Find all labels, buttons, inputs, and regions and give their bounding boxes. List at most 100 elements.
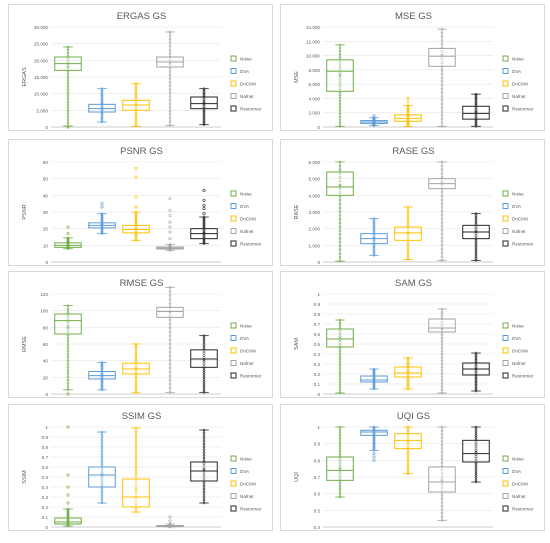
data-point [168,84,172,88]
data-point [100,93,104,97]
data-point [66,54,70,58]
data-point [202,428,206,432]
data-point [338,487,342,491]
data-point [440,39,444,42]
data-point [168,326,172,330]
data-point [474,379,478,383]
box-dva: × [88,360,116,392]
data-point [372,237,376,240]
box-nafnet: × [428,160,456,262]
legend-label: Restormer [240,107,262,112]
data-point [474,369,478,372]
data-point [100,110,104,114]
data-point [406,448,410,452]
data-point [474,107,478,111]
data-point [440,343,444,346]
data-point [168,106,172,109]
data-point [134,429,138,433]
y-tick-label: 5.000 [309,177,321,182]
data-point [440,183,444,187]
data-point [406,434,410,438]
data-point [134,383,138,387]
data-point [100,96,104,99]
data-point [372,367,376,371]
mean-marker: × [134,103,138,109]
data-point [474,425,478,429]
data-point [372,428,376,432]
legend-swatch [502,468,509,474]
data-point [440,198,444,202]
legend-swatch [502,190,509,197]
data-point [168,322,172,326]
data-point [202,484,206,488]
data-point [202,467,206,471]
outlier-point [202,198,206,202]
data-point [440,429,444,432]
data-point [168,342,172,346]
y-tick-label: 0 [45,260,48,265]
data-point [440,251,444,255]
data-point [474,110,478,113]
y-tick-label: 60 [43,342,49,347]
y-tick-label: 0.9 [314,442,321,447]
data-point [474,100,478,103]
y-tick-label: 0.3 [314,362,321,367]
data-point [100,89,104,93]
box-noise: × [54,304,82,396]
data-point [338,248,342,252]
y-axis-label: SSIM [22,470,28,484]
data-point [168,80,172,84]
data-point [440,515,444,519]
data-point [372,222,376,226]
legend-swatch [230,203,237,209]
legend-swatch [230,455,237,462]
data-point [168,294,172,297]
data-point [66,352,70,356]
data-point [202,473,206,477]
data-point [202,117,206,121]
data-point [338,343,342,347]
data-point [100,115,104,119]
legend-label: Restormer [512,374,534,379]
y-tick-label: 0.9 [42,435,49,440]
data-point [440,450,444,454]
data-point [372,429,376,432]
outlier-point [66,392,70,396]
data-point [440,425,444,429]
data-point [134,494,138,498]
legend-label: Nafnet [240,94,254,99]
data-point [474,123,478,127]
legend-swatch [502,93,509,99]
data-point [168,102,172,106]
outlier-point [66,473,70,477]
legend-swatch [502,455,509,462]
data-point [406,459,410,463]
data-point [134,484,138,488]
chart-panel-ergas-gs: ERGAS GS 0 5.000 10.000 15.000 20.000 25.000 30… [8,4,273,131]
data-point [474,246,478,250]
data-point [440,457,444,461]
data-point [338,71,342,75]
data-point [440,179,444,183]
data-point [372,221,376,225]
data-point [474,105,478,108]
data-point [338,444,342,448]
data-point [202,103,206,107]
data-point [474,119,478,123]
data-point [474,235,478,239]
data-point [440,124,444,128]
data-point [66,388,70,392]
data-point [474,112,478,116]
data-point [338,115,342,119]
data-point [338,99,342,103]
y-tick-label: 8.000 [309,68,321,73]
y-tick-label: 1 [317,425,320,430]
data-point [338,484,342,488]
data-point [338,441,342,445]
data-point [440,333,444,337]
legend-label: Nafnet [512,361,526,366]
data-point [406,105,410,108]
data-point [66,82,70,85]
box-dva: × [360,217,388,257]
data-point [440,95,444,98]
